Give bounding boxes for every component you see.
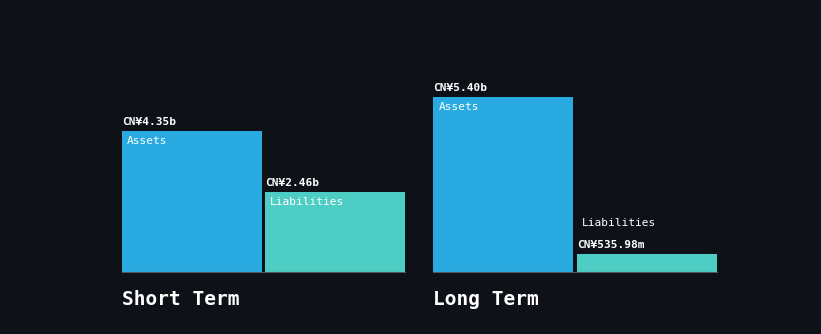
Text: Liabilities: Liabilities: [582, 218, 656, 228]
Text: Short Term: Short Term: [122, 290, 239, 309]
Text: Assets: Assets: [126, 136, 167, 146]
Text: Assets: Assets: [438, 102, 479, 112]
Text: CN¥4.35b: CN¥4.35b: [122, 117, 176, 127]
Text: Long Term: Long Term: [433, 290, 539, 309]
Bar: [576, 254, 717, 272]
Text: CN¥535.98m: CN¥535.98m: [576, 240, 644, 250]
Text: CN¥5.40b: CN¥5.40b: [433, 83, 488, 93]
Text: CN¥2.46b: CN¥2.46b: [265, 178, 319, 188]
Text: Liabilities: Liabilities: [270, 197, 344, 207]
